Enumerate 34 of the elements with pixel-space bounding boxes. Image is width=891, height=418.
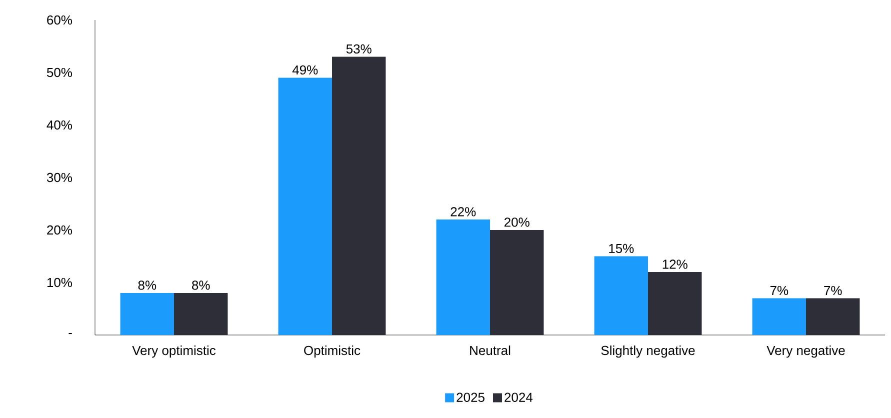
data-label: 12% [662, 260, 688, 269]
y-tick-label: 60% [47, 15, 72, 25]
bar [648, 272, 702, 335]
x-tick-label: Very optimistic [132, 346, 216, 358]
legend-label: 2024 [504, 392, 533, 402]
bar [436, 220, 490, 335]
bar [174, 293, 228, 335]
bar [332, 56, 386, 335]
y-tick-label: - [68, 333, 72, 334]
bar [806, 298, 860, 335]
data-label: 15% [609, 244, 634, 254]
bar [278, 78, 332, 335]
data-label: 8% [138, 280, 156, 290]
bar [594, 256, 648, 335]
x-tick-label: Neutral [470, 346, 510, 356]
x-tick-label: Slightly negative [601, 346, 695, 358]
data-label: 8% [192, 280, 210, 290]
bar [752, 298, 806, 335]
y-tick-label: 30% [46, 172, 72, 182]
data-label: 7% [824, 286, 842, 296]
data-label: 22% [450, 207, 476, 216]
data-label: 53% [346, 44, 372, 54]
y-tick-label: 10% [47, 278, 72, 288]
data-label: 7% [770, 286, 788, 296]
legend-label: 2025 [456, 392, 484, 402]
x-tick-label: Optimistic [304, 346, 360, 358]
data-label: 49% [292, 65, 318, 75]
x-tick-label: Very negative [766, 346, 845, 358]
y-tick-label: 40% [46, 120, 72, 130]
bar [120, 293, 174, 335]
y-tick-label: 50% [46, 68, 72, 78]
bar [490, 230, 544, 335]
data-label: 20% [504, 218, 530, 227]
y-tick-label: 20% [47, 225, 72, 235]
